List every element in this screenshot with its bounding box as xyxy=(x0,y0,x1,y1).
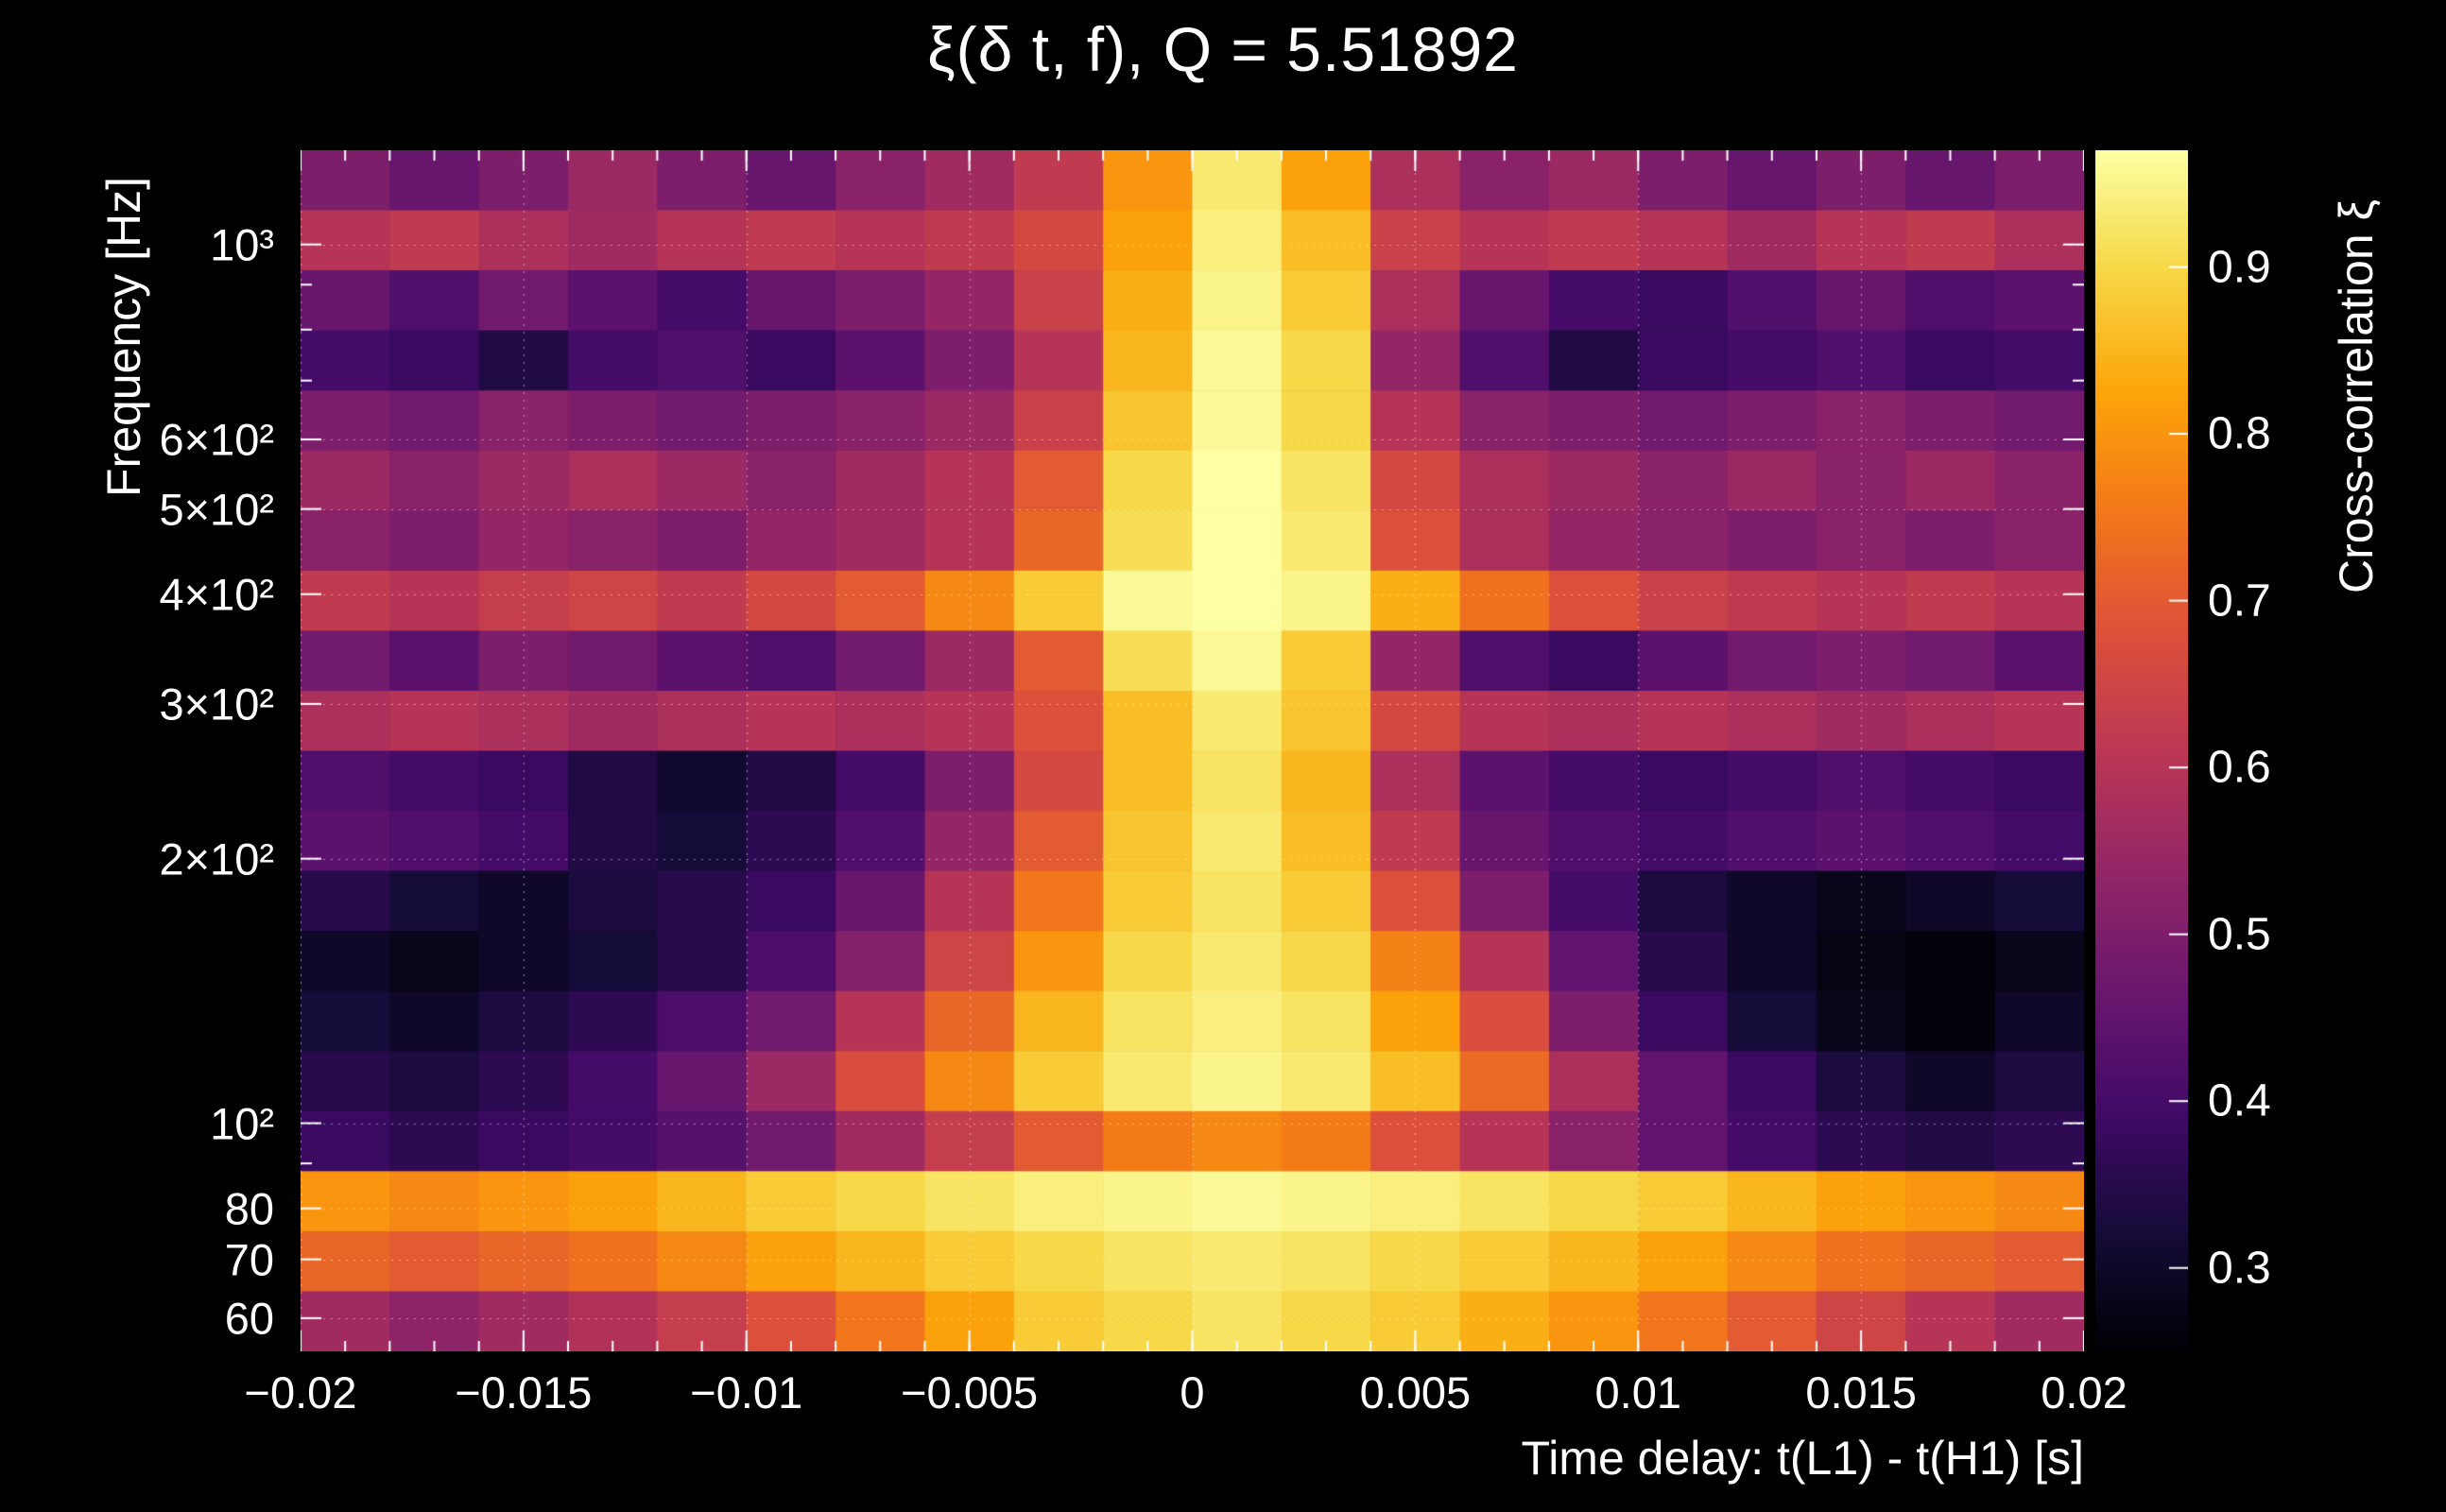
y-tick-label: 2×10² xyxy=(159,833,274,885)
colorbar-canvas xyxy=(2095,150,2188,1351)
colorbar-tick-label: 0.3 xyxy=(2208,1243,2271,1294)
x-tick-label: 0.02 xyxy=(2041,1367,2127,1418)
colorbar-tick-label: 0.9 xyxy=(2208,242,2271,293)
x-tick-label: 0.015 xyxy=(1805,1367,1917,1418)
y-axis-tick-labels: 10³ 6×10² 5×10² 4×10² 3×10² 2×10² 10² 80 70 60 xyxy=(0,150,285,1351)
colorbar-tick-label: 0.8 xyxy=(2208,408,2271,459)
x-axis-title: Time delay: t(L1) - t(H1) [s] xyxy=(1521,1432,2084,1485)
chart-title: ξ(δ t, f), Q = 5.51892 xyxy=(927,14,1519,84)
plot-area xyxy=(301,150,2084,1351)
y-tick-label: 70 xyxy=(224,1234,274,1285)
x-tick-label: 0.005 xyxy=(1359,1367,1472,1418)
heatmap-canvas xyxy=(301,150,2084,1351)
y-tick-label: 4×10² xyxy=(159,569,274,620)
colorbar-tick-label: 0.6 xyxy=(2208,742,2271,793)
colorbar-tick-label: 0.5 xyxy=(2208,909,2271,960)
colorbar-tick-labels: 0.3 0.4 0.5 0.6 0.7 0.8 0.9 xyxy=(2208,150,2378,1351)
x-axis-tick-labels: −0.02 −0.015 −0.01 −0.005 0 0.005 0.01 0.015 0.0… xyxy=(245,1366,2127,1423)
colorbar-tick-label: 0.4 xyxy=(2208,1075,2271,1126)
x-tick-label: −0.015 xyxy=(455,1367,593,1418)
x-tick-label: −0.02 xyxy=(244,1367,357,1418)
colorbar-tick-label: 0.7 xyxy=(2208,576,2271,627)
y-tick-label: 10³ xyxy=(210,219,274,270)
y-tick-label: 60 xyxy=(224,1293,274,1344)
x-tick-label: −0.01 xyxy=(690,1367,803,1418)
y-tick-label: 6×10² xyxy=(159,414,274,465)
x-tick-label: 0.01 xyxy=(1594,1367,1681,1418)
y-tick-label: 5×10² xyxy=(159,484,274,535)
y-tick-label: 80 xyxy=(224,1183,274,1234)
x-tick-label: 0 xyxy=(1180,1367,1205,1418)
colorbar-title: Cross-correlation ξ xyxy=(2330,199,2383,593)
colorbar xyxy=(2095,150,2188,1351)
y-tick-label: 3×10² xyxy=(159,679,274,730)
x-tick-label: −0.005 xyxy=(901,1367,1039,1418)
y-tick-label: 10² xyxy=(210,1098,274,1149)
